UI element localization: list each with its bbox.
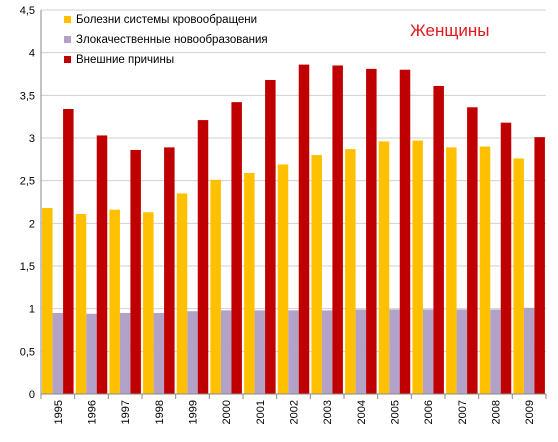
legend-label: Злокачественные новообразования: [76, 34, 268, 46]
legend-swatch: [64, 36, 71, 43]
legend-swatch: [64, 56, 71, 63]
bar: [164, 147, 175, 394]
chart-title: Женщины: [410, 21, 489, 40]
bar: [378, 141, 390, 394]
bar: [254, 310, 266, 394]
x-tick-label: 2000: [221, 400, 233, 424]
x-tick-label: 2003: [322, 400, 334, 424]
bar: [244, 172, 255, 394]
x-tick-label: 1995: [53, 400, 65, 424]
x-tick-label: 2004: [356, 400, 368, 424]
bar: [523, 307, 535, 394]
y-axis-ticks: 0 0,5 1 1,5 2 2,5 3 3,5 4 4,5: [20, 5, 35, 401]
bar: [456, 309, 468, 394]
bar: [288, 310, 299, 394]
y-tick-label: 3: [29, 133, 35, 145]
x-axis-ticks: 1995 1996 1997 1998 1999 2000 2001 2002 2003 2004…: [40, 394, 547, 424]
bar: [345, 149, 356, 394]
bar: [143, 212, 154, 394]
bar: [197, 120, 209, 394]
bar: [109, 209, 120, 394]
x-tick-label: 2006: [423, 400, 435, 424]
y-tick-label: 0: [29, 389, 35, 401]
x-tick-label: 1999: [188, 400, 200, 424]
bar: [534, 137, 545, 394]
bar: [231, 102, 242, 394]
bar: [42, 207, 53, 394]
bar: [277, 164, 289, 394]
axes: [40, 10, 546, 395]
bar: [298, 64, 310, 394]
bar: [321, 310, 333, 394]
x-tick-label: 1996: [87, 400, 99, 424]
bar: [366, 68, 377, 394]
bar: [176, 193, 188, 394]
bars: [42, 64, 545, 395]
bar: [265, 79, 276, 395]
legend: Болезни системы кровообращени Злокачестве…: [64, 14, 268, 66]
x-tick-label: 2001: [255, 400, 267, 424]
gridlines: [41, 9, 546, 352]
x-tick-label: 2009: [524, 400, 536, 424]
x-tick-label: 2007: [457, 400, 469, 424]
bar: [63, 108, 74, 394]
x-tick-label: 1998: [154, 400, 166, 424]
bar: [422, 309, 434, 394]
bar: [86, 313, 97, 394]
x-tick-label: 1997: [120, 400, 132, 424]
x-tick-label: 2008: [491, 400, 503, 424]
bar: [399, 69, 411, 394]
bar: [355, 309, 367, 394]
bar: [96, 135, 108, 394]
bar: [75, 213, 87, 394]
bar: [389, 309, 400, 394]
bar: [332, 65, 343, 394]
legend-label: Болезни системы кровообращени: [76, 14, 257, 26]
bar: [187, 311, 198, 394]
bar: [220, 310, 232, 394]
y-tick-label: 2: [29, 218, 35, 230]
y-tick-label: 2,5: [20, 176, 35, 188]
legend-swatch: [64, 16, 71, 23]
bar: [513, 158, 524, 394]
bar: [467, 107, 478, 394]
y-tick-label: 1: [29, 304, 35, 316]
y-tick-label: 4,5: [20, 5, 35, 17]
y-tick-label: 4: [29, 48, 35, 60]
bar: [153, 312, 165, 394]
bar: [446, 147, 457, 394]
y-tick-label: 3,5: [20, 90, 35, 102]
legend-label: Внешние причины: [76, 54, 174, 66]
x-tick-label: 2002: [289, 400, 301, 424]
bar: [130, 149, 141, 394]
bar: [52, 312, 64, 394]
y-tick-label: 0,5: [20, 346, 35, 358]
y-tick-label: 1,5: [20, 261, 35, 273]
bar: [119, 312, 131, 394]
bar: [500, 122, 512, 394]
bar: [311, 155, 322, 394]
bar: [210, 179, 221, 394]
bar: [412, 140, 423, 394]
bar: [479, 146, 491, 394]
bar: [433, 85, 444, 395]
x-tick-label: 2005: [390, 400, 402, 424]
bar: [490, 309, 501, 394]
